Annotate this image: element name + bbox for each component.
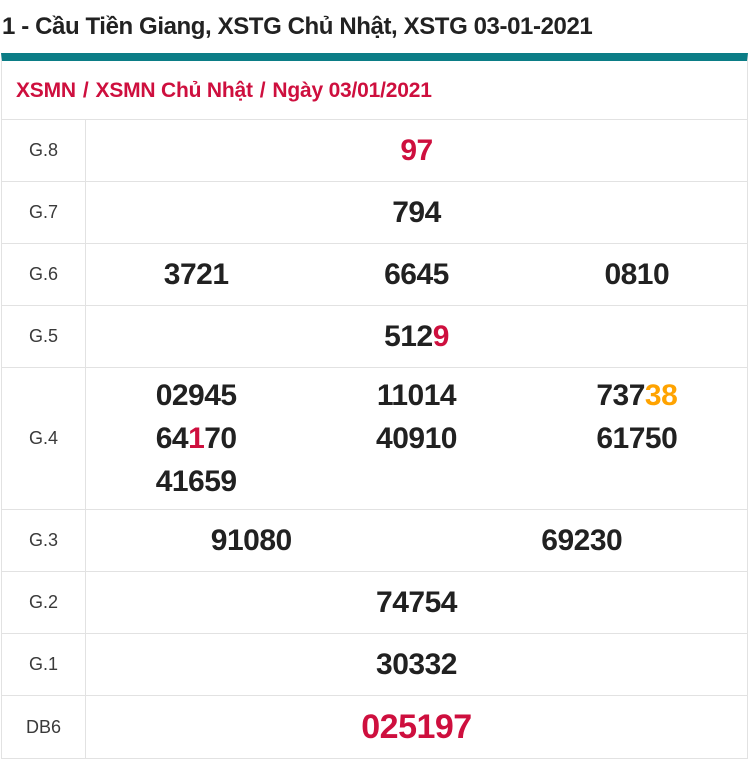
- prize-label: G.8: [2, 120, 86, 181]
- table-row: G.2 74754: [2, 572, 747, 634]
- prize-values: 91080 69230: [86, 510, 747, 571]
- prize-label: G.3: [2, 510, 86, 571]
- prize-label: G.4: [2, 368, 86, 509]
- prize-values: 97: [86, 120, 747, 181]
- prize-values: 02945 11014 73738 64170 40910 61750 41659: [86, 368, 747, 509]
- prize-label: G.2: [2, 572, 86, 633]
- prize-number: 30332: [376, 648, 457, 681]
- prize-number: 11014: [376, 379, 457, 412]
- table-row: G.6 3721 6645 0810: [2, 244, 747, 306]
- prize-values: 025197: [86, 696, 747, 758]
- prize-label: G.6: [2, 244, 86, 305]
- prize-number: 3721: [163, 258, 229, 291]
- prize-number: 97: [400, 134, 433, 167]
- breadcrumb-link-date[interactable]: Ngày 03/01/2021: [272, 79, 432, 102]
- prize-values: 74754: [86, 572, 747, 633]
- prize-number: 02945: [155, 379, 237, 412]
- breadcrumb-link-xsmn[interactable]: XSMN: [16, 79, 76, 102]
- prize-number: 91080: [210, 524, 292, 557]
- prize-values: 30332: [86, 634, 747, 695]
- prize-number: 69230: [541, 524, 623, 557]
- prize-number: 40910: [376, 422, 457, 455]
- table-row: DB6 025197: [2, 696, 747, 758]
- results-table: G.8 97 G.7 794 G.6 3721 6645 0810 G.5 5129…: [2, 120, 747, 758]
- prize-number: 64170: [155, 422, 237, 455]
- breadcrumb-separator: /: [82, 79, 89, 102]
- prize-number: 794: [392, 196, 441, 229]
- table-row: G.1 30332: [2, 634, 747, 696]
- prize-label: G.7: [2, 182, 86, 243]
- prize-label: G.1: [2, 634, 86, 695]
- table-row: G.7 794: [2, 182, 747, 244]
- breadcrumb-separator: /: [259, 79, 266, 102]
- prize-number: 0810: [604, 258, 670, 291]
- prize-label: G.5: [2, 306, 86, 367]
- prize-number: 025197: [361, 707, 472, 746]
- prize-label: DB6: [2, 696, 86, 758]
- breadcrumb: XSMN / XSMN Chủ Nhật / Ngày 03/01/2021: [2, 61, 747, 120]
- prize-number: 74754: [376, 586, 457, 619]
- prize-number: 41659: [155, 465, 237, 498]
- prize-number: 61750: [596, 422, 678, 455]
- table-row: G.8 97: [2, 120, 747, 182]
- prize-values: 5129: [86, 306, 747, 367]
- prize-number: 5129: [384, 320, 449, 353]
- prize-values: 794: [86, 182, 747, 243]
- table-row: G.5 5129: [2, 306, 747, 368]
- table-row: G.4 02945 11014 73738 64170 40910 61750 41659: [2, 368, 747, 510]
- prize-number: 73738: [596, 379, 678, 412]
- breadcrumb-link-xsmn-chu-nhat[interactable]: XSMN Chủ Nhật: [95, 79, 253, 102]
- page-title: 1 - Cầu Tiền Giang, XSTG Chủ Nhật, XSTG …: [2, 13, 593, 40]
- table-row: G.3 91080 69230: [2, 510, 747, 572]
- prize-values: 3721 6645 0810: [86, 244, 747, 305]
- results-panel: XSMN / XSMN Chủ Nhật / Ngày 03/01/2021 G.8 9…: [1, 53, 748, 759]
- prize-number: 6645: [384, 258, 449, 291]
